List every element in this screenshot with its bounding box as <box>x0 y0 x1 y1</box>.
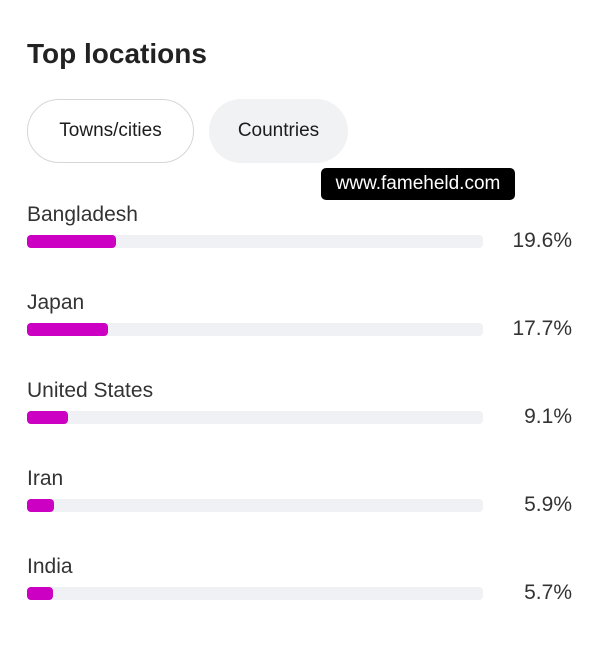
progress-track <box>27 235 483 248</box>
progress-track <box>27 499 483 512</box>
progress-track <box>27 323 483 336</box>
location-percent: 19.6% <box>512 229 572 252</box>
location-percent: 5.7% <box>524 581 572 604</box>
location-name: Japan <box>27 291 85 314</box>
watermark: www.fameheld.com <box>321 168 515 200</box>
location-row: Japan 17.7% <box>0 291 600 379</box>
progress-fill <box>27 235 117 248</box>
location-percent: 17.7% <box>512 317 572 340</box>
location-row: India 5.7% <box>0 555 600 643</box>
location-row: Iran 5.9% <box>0 467 600 555</box>
location-name: United States <box>27 379 154 402</box>
location-percent: 5.9% <box>524 493 572 516</box>
progress-fill <box>27 323 108 336</box>
location-name: Iran <box>27 467 64 490</box>
location-row: Bangladesh 19.6% <box>0 203 600 291</box>
location-percent: 9.1% <box>524 405 572 428</box>
location-name: India <box>27 555 73 578</box>
progress-fill <box>27 499 54 512</box>
progress-track <box>27 587 483 600</box>
progress-fill <box>27 411 69 424</box>
progress-track <box>27 411 483 424</box>
section-title: Top locations <box>27 38 207 69</box>
tab-towns-cities[interactable]: Towns/cities <box>27 99 194 163</box>
location-name: Bangladesh <box>27 203 138 226</box>
progress-fill <box>27 587 53 600</box>
location-row: United States 9.1% <box>0 379 600 467</box>
tab-countries[interactable]: Countries <box>209 99 348 163</box>
